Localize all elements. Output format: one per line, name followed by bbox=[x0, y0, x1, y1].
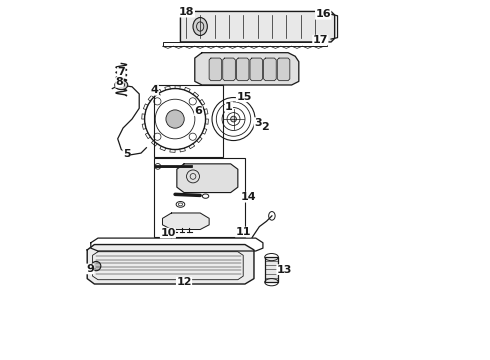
Text: 7: 7 bbox=[118, 67, 125, 77]
Bar bbox=[265, 257, 278, 282]
Polygon shape bbox=[87, 244, 254, 284]
Text: 2: 2 bbox=[261, 122, 269, 132]
Text: 14: 14 bbox=[241, 192, 256, 202]
Text: 16: 16 bbox=[316, 9, 331, 19]
Polygon shape bbox=[236, 58, 249, 81]
Text: 11: 11 bbox=[236, 227, 251, 237]
Text: 3: 3 bbox=[254, 118, 262, 128]
Text: 18: 18 bbox=[179, 7, 195, 17]
Polygon shape bbox=[264, 58, 276, 81]
Text: 15: 15 bbox=[236, 92, 251, 102]
Text: 12: 12 bbox=[176, 277, 192, 287]
Text: 10: 10 bbox=[160, 228, 175, 238]
Text: 8: 8 bbox=[116, 77, 123, 87]
Text: 1: 1 bbox=[225, 102, 233, 112]
Polygon shape bbox=[277, 58, 290, 81]
Ellipse shape bbox=[92, 261, 101, 271]
Polygon shape bbox=[209, 58, 221, 81]
Polygon shape bbox=[180, 12, 335, 42]
Polygon shape bbox=[177, 164, 238, 193]
Polygon shape bbox=[195, 53, 299, 85]
Text: 9: 9 bbox=[86, 264, 94, 274]
Text: 5: 5 bbox=[123, 149, 130, 159]
Polygon shape bbox=[223, 58, 235, 81]
Bar bbox=[153, 158, 245, 237]
Text: 4: 4 bbox=[151, 85, 159, 95]
Text: 6: 6 bbox=[195, 106, 202, 116]
Ellipse shape bbox=[231, 116, 236, 122]
Polygon shape bbox=[163, 213, 209, 229]
Text: 13: 13 bbox=[277, 265, 292, 275]
Text: 17: 17 bbox=[313, 35, 328, 45]
Bar bbox=[163, 42, 327, 46]
Ellipse shape bbox=[166, 110, 184, 128]
Ellipse shape bbox=[115, 80, 128, 90]
Ellipse shape bbox=[193, 18, 207, 36]
Polygon shape bbox=[250, 58, 263, 81]
Bar bbox=[153, 85, 223, 157]
